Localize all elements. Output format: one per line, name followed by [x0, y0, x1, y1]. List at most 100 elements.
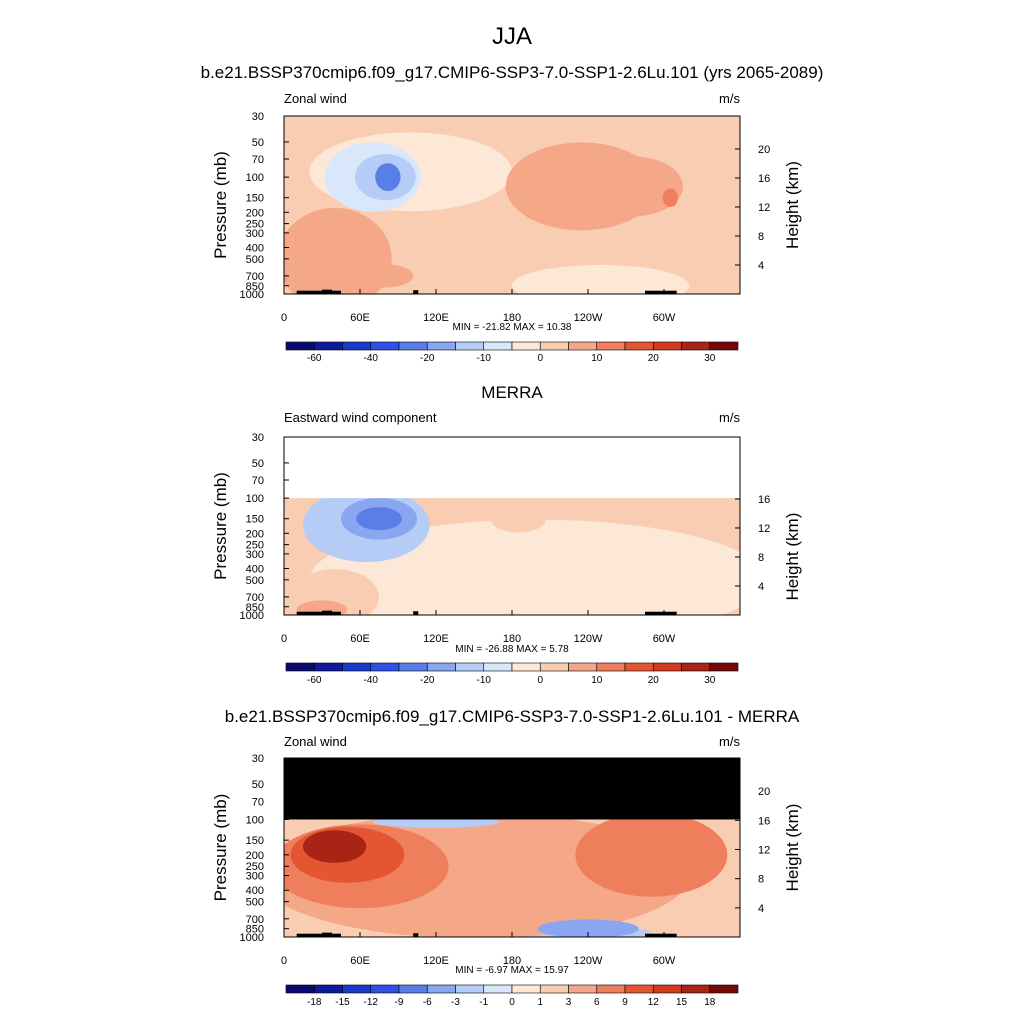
colorbar-swatch: [285, 984, 315, 994]
colorbar-swatch: [511, 341, 541, 351]
contour-region: [356, 507, 402, 531]
y-tick-label: 700: [246, 271, 264, 283]
y-tick-label: 150: [246, 835, 264, 847]
y-axis-label: Pressure (mb): [211, 151, 230, 259]
panel-units: m/s: [719, 410, 740, 425]
colorbar-swatch: [681, 341, 711, 351]
colorbar-swatch: [652, 341, 682, 351]
topography-mask: [645, 290, 677, 294]
y-tick-label: 30: [252, 753, 264, 765]
figure-title: JJA: [492, 23, 532, 50]
y-tick-label: 500: [246, 254, 264, 266]
contour-region: [375, 163, 401, 192]
y-tick-label: 50: [252, 779, 264, 791]
contour-region: [537, 919, 639, 937]
colorbar-swatch: [455, 662, 485, 672]
colorbar-label: -10: [477, 675, 492, 686]
colorbar-label: 6: [594, 997, 600, 1008]
colorbar-label: 9: [622, 997, 628, 1008]
x-tick-label: 60E: [350, 312, 370, 324]
contour-region: [581, 156, 683, 217]
colorbar-swatch: [709, 662, 739, 672]
colorbar-swatch: [285, 662, 315, 672]
colorbar-swatch: [568, 341, 598, 351]
colorbar: -60 -40 -20 -10 0 10 20 30: [285, 341, 739, 364]
contour-region: [575, 812, 728, 897]
y-tick-label: 70: [252, 475, 264, 487]
y-tick-label: 1000: [240, 289, 264, 301]
panel-field-label: Zonal wind: [284, 91, 347, 106]
colorbar-label: 10: [591, 675, 603, 686]
colorbar-label: -12: [364, 997, 379, 1008]
colorbar-swatch: [342, 984, 372, 994]
panel-units: m/s: [719, 91, 740, 106]
colorbar-label: 15: [676, 997, 688, 1008]
y-tick-label: 50: [252, 458, 264, 470]
panel-field-label: Zonal wind: [284, 734, 347, 749]
y-tick-label: 150: [246, 514, 264, 526]
contour-region: [296, 600, 348, 615]
y-tick-label: 1000: [240, 932, 264, 944]
colorbar-swatch: [313, 984, 343, 994]
y-tick-label: 200: [246, 528, 264, 540]
x-tick-label: 60W: [653, 312, 676, 324]
x-tick-label: 0: [281, 633, 287, 645]
contour-region: [290, 569, 379, 615]
colorbar-swatch: [342, 341, 372, 351]
colorbar-swatch: [455, 984, 485, 994]
height-tick-label: 16: [758, 494, 770, 506]
colorbar-label: 0: [537, 675, 543, 686]
colorbar-swatch: [426, 341, 456, 351]
colorbar-swatch: [624, 662, 654, 672]
colorbar-label: -15: [335, 997, 350, 1008]
x-tick-label: 0: [281, 955, 287, 967]
right-axis-label: Height (km): [783, 161, 802, 249]
colorbar-label: -1: [479, 997, 488, 1008]
contour-field: [284, 116, 740, 294]
colorbar-swatch: [652, 984, 682, 994]
min-max-stats: MIN = -26.88 MAX = 5.78: [455, 644, 569, 655]
colorbar-swatch: [539, 341, 569, 351]
colorbar-swatch: [455, 341, 485, 351]
colorbar-label: -20: [420, 675, 435, 686]
colorbar-swatch: [624, 341, 654, 351]
topography-mask: [322, 932, 333, 937]
colorbar-swatch: [624, 984, 654, 994]
y-tick-label: 850: [246, 602, 264, 614]
colorbar-swatch: [709, 984, 739, 994]
height-tick-label: 16: [758, 173, 770, 185]
topography-mask: [645, 611, 677, 615]
y-tick-label: 400: [246, 242, 264, 254]
colorbar-swatch: [426, 984, 456, 994]
y-tick-label: 250: [246, 861, 264, 873]
y-tick-label: 100: [246, 814, 264, 826]
colorbar-swatch: [568, 984, 598, 994]
height-tick-label: 20: [758, 786, 770, 798]
colorbar-swatch: [370, 984, 400, 994]
x-tick-label: 120E: [423, 955, 449, 967]
colorbar: -60 -40 -20 -10 0 10 20 30: [285, 662, 739, 686]
x-tick-label: 60E: [350, 955, 370, 967]
right-axis-label: Height (km): [783, 513, 802, 601]
y-tick-label: 400: [246, 563, 264, 575]
colorbar-swatch: [539, 662, 569, 672]
contour-region: [357, 264, 414, 288]
colorbar-swatch: [483, 984, 513, 994]
height-tick-label: 4: [758, 260, 764, 272]
colorbar-label: -60: [307, 353, 322, 364]
colorbar-label: -6: [423, 997, 432, 1008]
colorbar-label: 0: [509, 997, 515, 1008]
colorbar-swatch: [398, 662, 428, 672]
x-tick-label: 60W: [653, 633, 676, 645]
colorbar-label: 20: [648, 675, 660, 686]
colorbar-swatch: [511, 662, 541, 672]
right-axis-label: Height (km): [783, 804, 802, 892]
colorbar-swatch: [596, 341, 626, 351]
topography-mask: [413, 611, 419, 615]
topography-mask: [645, 933, 677, 937]
x-tick-label: 120E: [423, 312, 449, 324]
contour-region: [613, 498, 690, 532]
colorbar-label: -3: [451, 997, 460, 1008]
y-tick-label: 500: [246, 897, 264, 909]
colorbar-swatch: [539, 984, 569, 994]
